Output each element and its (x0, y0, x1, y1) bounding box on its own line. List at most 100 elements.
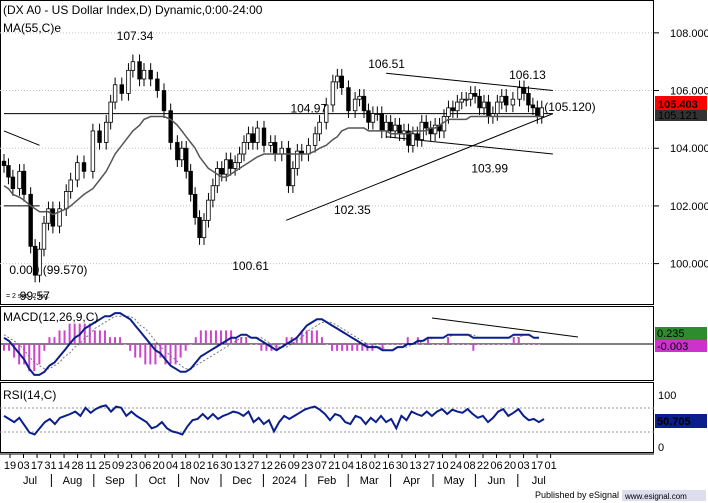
x-tick-label: 07 (315, 460, 327, 472)
candle-body (335, 75, 340, 83)
candle-body (472, 93, 478, 97)
x-tick-label: 06 (490, 460, 502, 472)
price-tick-label: 100.000 (670, 259, 708, 271)
candle-body (97, 130, 102, 143)
macd-histogram-bar (512, 337, 515, 344)
x-tick-label: 13 (409, 460, 421, 472)
x-tick-label: 27 (247, 460, 259, 472)
candle-body (366, 110, 371, 123)
watermark-box (622, 490, 706, 501)
scale-note: = 2 sec. 2 log. (6, 293, 50, 300)
candle-body (148, 69, 153, 80)
candle-body (210, 185, 216, 201)
macd-histogram-bar (452, 344, 455, 345)
candle-body (352, 98, 358, 112)
candle-body (81, 162, 87, 172)
candle-body (450, 107, 456, 112)
candle-body (224, 159, 229, 175)
candle-body (495, 101, 500, 115)
x-tick-label: 02 (193, 460, 205, 472)
x-tick-label: 21 (328, 460, 340, 472)
macd-histogram-bar (472, 344, 475, 351)
last-price-label: 105.403 (658, 99, 698, 111)
macd-histogram-bar (119, 337, 122, 344)
macd-histogram-bar (83, 323, 86, 344)
price-annotation: 103.99 (471, 162, 508, 176)
macd-histogram-bar (320, 337, 323, 344)
macd-histogram-bar (103, 330, 106, 344)
candle-body (397, 124, 402, 135)
candle-body (455, 101, 460, 112)
candle-body (468, 93, 473, 100)
x-tick-label: 17 (31, 460, 43, 472)
x-month-label: Oct (149, 475, 166, 487)
price-tick-label: 106.000 (670, 86, 708, 98)
candle-body (521, 87, 527, 94)
macd-histogram-bar (487, 344, 490, 345)
price-annotation: (105.120) (544, 100, 595, 114)
macd-histogram-bar (275, 344, 278, 351)
x-month-label: Nov (190, 475, 210, 487)
rsi-legend: RSI(14,C) (3, 388, 56, 402)
x-month-label: Jul (23, 475, 37, 487)
macd-histogram-bar (457, 344, 460, 345)
x-tick-label: 20 (153, 460, 165, 472)
macd-signal-line (3, 315, 539, 370)
macd-histogram-bar (23, 344, 26, 365)
candle-body (108, 101, 113, 123)
macd-histogram-bar (43, 344, 46, 351)
macd-histogram-bar (209, 330, 212, 344)
macd-histogram-bar (391, 344, 394, 345)
candle-body (446, 107, 451, 117)
macd-histogram-bar (462, 344, 465, 345)
candle-body (219, 168, 224, 175)
watermark: www.esignal.com (624, 492, 687, 501)
price-annotation: 0.000 (99.570) (9, 263, 87, 277)
macd-histogram-bar (537, 344, 540, 345)
x-tick-label: 26 (274, 460, 286, 472)
x-tick-label: 24 (450, 460, 462, 472)
macd-histogram-bar (265, 344, 268, 351)
candle-body (510, 98, 516, 106)
candle-body (424, 121, 429, 129)
price-annotation: 99.57 (20, 289, 50, 303)
macd-histogram-bar (174, 344, 177, 365)
x-tick-label: 17 (531, 460, 543, 472)
macd-histogram-bar (134, 344, 137, 358)
candle-body (119, 84, 124, 94)
x-month-label: Sep (105, 475, 125, 487)
macd-histogram-bar (280, 344, 283, 345)
candle-body (268, 142, 273, 146)
candle-body (228, 159, 233, 169)
macd-histogram-bar (447, 337, 450, 344)
macd-legend: MACD(12,26,9,C) (3, 310, 98, 324)
macd-histogram-bar (437, 344, 440, 345)
candle-body (535, 107, 540, 117)
ma-value-label: 105.121 (658, 110, 698, 122)
candle-body (272, 142, 278, 155)
candle-body (161, 90, 167, 112)
x-tick-label: 04 (166, 460, 178, 472)
price-annotation: 104.97 (290, 101, 327, 115)
candle-body (155, 78, 160, 91)
candle-body (46, 208, 51, 224)
macd-histogram-bar (154, 344, 157, 365)
x-tick-label: 12 (261, 460, 273, 472)
x-month-label: Jul (532, 475, 546, 487)
candle-body (464, 98, 469, 101)
macd-histogram-bar (331, 344, 334, 351)
x-tick-label: 19 (4, 460, 16, 472)
candle-body (21, 170, 27, 195)
macd-histogram-bar (421, 344, 424, 345)
macd-histogram-bar (13, 344, 16, 358)
candle-body (112, 84, 118, 103)
price-annotation: 106.51 (368, 57, 405, 71)
candle-body (290, 168, 296, 187)
candle-body (279, 147, 284, 155)
macd-histogram-bar (159, 344, 162, 358)
x-tick-label: 23 (301, 460, 313, 472)
macd-histogram-bar (114, 337, 117, 344)
candle-body (137, 61, 142, 80)
price-annotation: 106.13 (509, 68, 546, 82)
